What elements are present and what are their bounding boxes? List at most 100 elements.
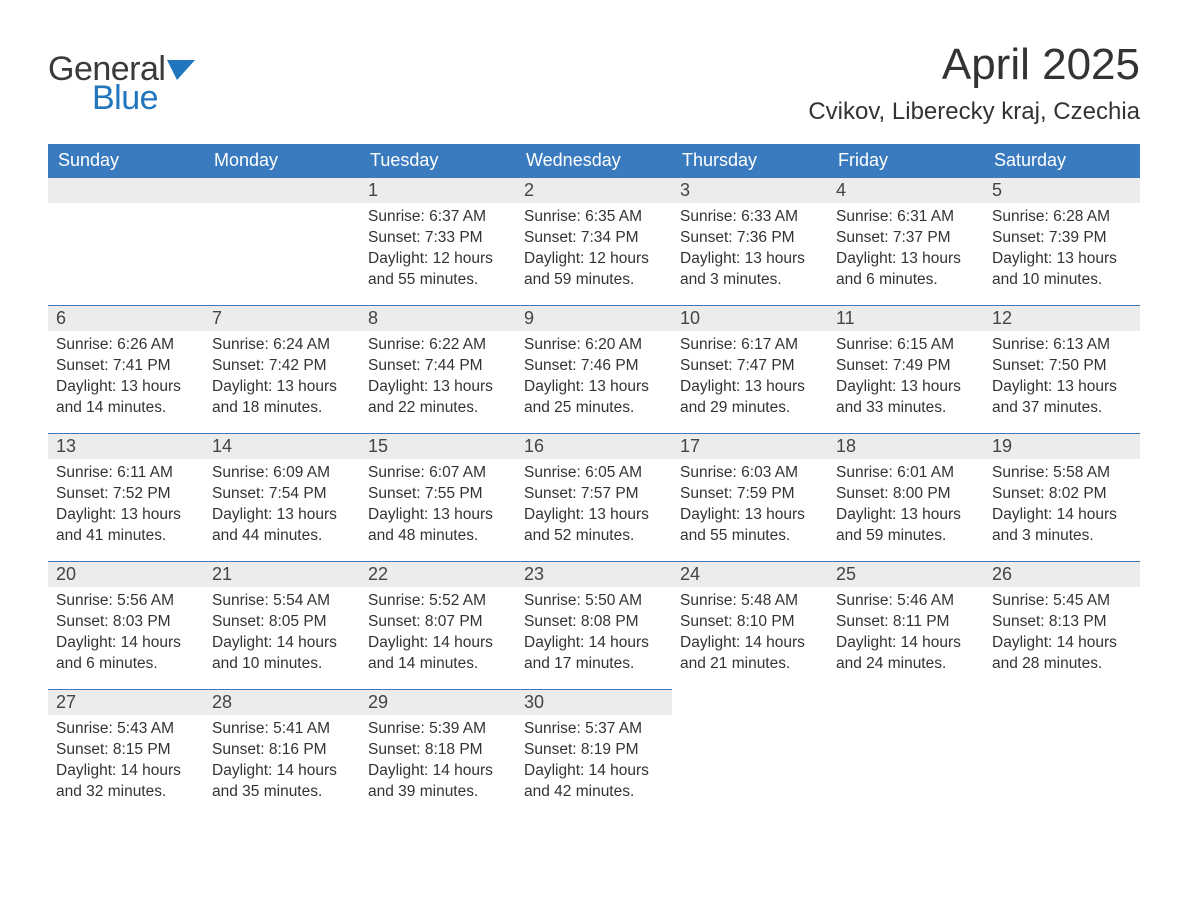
daylight-line: Daylight: 14 hours and 32 minutes. (56, 761, 196, 803)
sunrise-line: Sunrise: 6:09 AM (212, 463, 352, 484)
day-content: Sunrise: 5:37 AMSunset: 8:19 PMDaylight:… (516, 715, 672, 809)
daylight-line: Daylight: 13 hours and 41 minutes. (56, 505, 196, 547)
calendar-body: 1Sunrise: 6:37 AMSunset: 7:33 PMDaylight… (48, 177, 1140, 817)
day-content: Sunrise: 6:24 AMSunset: 7:42 PMDaylight:… (204, 331, 360, 425)
sunrise-line: Sunrise: 5:45 AM (992, 591, 1132, 612)
day-number: 4 (828, 177, 984, 203)
calendar-cell: 11Sunrise: 6:15 AMSunset: 7:49 PMDayligh… (828, 305, 984, 433)
day-number: 19 (984, 433, 1140, 459)
sunset-line: Sunset: 8:16 PM (212, 740, 352, 761)
sunrise-line: Sunrise: 6:35 AM (524, 207, 664, 228)
calendar-cell: 5Sunrise: 6:28 AMSunset: 7:39 PMDaylight… (984, 177, 1140, 305)
daylight-line: Daylight: 14 hours and 6 minutes. (56, 633, 196, 675)
day-number: 10 (672, 305, 828, 331)
sunrise-line: Sunrise: 6:37 AM (368, 207, 508, 228)
calendar-cell: 17Sunrise: 6:03 AMSunset: 7:59 PMDayligh… (672, 433, 828, 561)
calendar-cell: 8Sunrise: 6:22 AMSunset: 7:44 PMDaylight… (360, 305, 516, 433)
weekday-header: Friday (828, 144, 984, 177)
location-subtitle: Cvikov, Liberecky kraj, Czechia (808, 98, 1140, 126)
calendar-cell (672, 689, 828, 817)
day-number: 11 (828, 305, 984, 331)
day-number: 8 (360, 305, 516, 331)
sunset-line: Sunset: 7:34 PM (524, 228, 664, 249)
sunrise-line: Sunrise: 6:07 AM (368, 463, 508, 484)
calendar-cell: 29Sunrise: 5:39 AMSunset: 8:18 PMDayligh… (360, 689, 516, 817)
calendar-cell: 15Sunrise: 6:07 AMSunset: 7:55 PMDayligh… (360, 433, 516, 561)
calendar-table: SundayMondayTuesdayWednesdayThursdayFrid… (48, 144, 1140, 817)
sunrise-line: Sunrise: 5:46 AM (836, 591, 976, 612)
day-number: 22 (360, 561, 516, 587)
calendar-cell: 4Sunrise: 6:31 AMSunset: 7:37 PMDaylight… (828, 177, 984, 305)
daylight-line: Daylight: 14 hours and 28 minutes. (992, 633, 1132, 675)
day-content: Sunrise: 6:35 AMSunset: 7:34 PMDaylight:… (516, 203, 672, 297)
calendar-cell: 2Sunrise: 6:35 AMSunset: 7:34 PMDaylight… (516, 177, 672, 305)
day-content: Sunrise: 6:09 AMSunset: 7:54 PMDaylight:… (204, 459, 360, 553)
day-number: 25 (828, 561, 984, 587)
sunrise-line: Sunrise: 6:20 AM (524, 335, 664, 356)
sunrise-line: Sunrise: 5:58 AM (992, 463, 1132, 484)
sunrise-line: Sunrise: 5:48 AM (680, 591, 820, 612)
calendar-cell: 30Sunrise: 5:37 AMSunset: 8:19 PMDayligh… (516, 689, 672, 817)
day-content: Sunrise: 6:11 AMSunset: 7:52 PMDaylight:… (48, 459, 204, 553)
sunset-line: Sunset: 8:05 PM (212, 612, 352, 633)
sunset-line: Sunset: 8:15 PM (56, 740, 196, 761)
daylight-line: Daylight: 13 hours and 29 minutes. (680, 377, 820, 419)
sunset-line: Sunset: 7:59 PM (680, 484, 820, 505)
daylight-line: Daylight: 14 hours and 21 minutes. (680, 633, 820, 675)
day-number: 13 (48, 433, 204, 459)
sunrise-line: Sunrise: 5:39 AM (368, 719, 508, 740)
day-number: 6 (48, 305, 204, 331)
day-number: 17 (672, 433, 828, 459)
calendar-cell: 22Sunrise: 5:52 AMSunset: 8:07 PMDayligh… (360, 561, 516, 689)
calendar-cell: 27Sunrise: 5:43 AMSunset: 8:15 PMDayligh… (48, 689, 204, 817)
daylight-line: Daylight: 13 hours and 59 minutes. (836, 505, 976, 547)
day-content: Sunrise: 5:50 AMSunset: 8:08 PMDaylight:… (516, 587, 672, 681)
calendar-cell: 12Sunrise: 6:13 AMSunset: 7:50 PMDayligh… (984, 305, 1140, 433)
daylight-line: Daylight: 13 hours and 22 minutes. (368, 377, 508, 419)
day-content: Sunrise: 6:03 AMSunset: 7:59 PMDaylight:… (672, 459, 828, 553)
daylight-line: Daylight: 13 hours and 18 minutes. (212, 377, 352, 419)
sunrise-line: Sunrise: 6:24 AM (212, 335, 352, 356)
sunset-line: Sunset: 8:07 PM (368, 612, 508, 633)
sunset-line: Sunset: 7:52 PM (56, 484, 196, 505)
sunset-line: Sunset: 7:57 PM (524, 484, 664, 505)
day-number: 3 (672, 177, 828, 203)
calendar-cell (984, 689, 1140, 817)
day-content: Sunrise: 6:17 AMSunset: 7:47 PMDaylight:… (672, 331, 828, 425)
sunset-line: Sunset: 7:41 PM (56, 356, 196, 377)
sunset-line: Sunset: 8:02 PM (992, 484, 1132, 505)
sunset-line: Sunset: 7:33 PM (368, 228, 508, 249)
day-number: 2 (516, 177, 672, 203)
calendar-cell: 13Sunrise: 6:11 AMSunset: 7:52 PMDayligh… (48, 433, 204, 561)
day-number: 21 (204, 561, 360, 587)
calendar-cell: 19Sunrise: 5:58 AMSunset: 8:02 PMDayligh… (984, 433, 1140, 561)
sunset-line: Sunset: 8:03 PM (56, 612, 196, 633)
calendar-cell: 21Sunrise: 5:54 AMSunset: 8:05 PMDayligh… (204, 561, 360, 689)
daylight-line: Daylight: 13 hours and 10 minutes. (992, 249, 1132, 291)
day-content: Sunrise: 5:43 AMSunset: 8:15 PMDaylight:… (48, 715, 204, 809)
calendar-cell: 1Sunrise: 6:37 AMSunset: 7:33 PMDaylight… (360, 177, 516, 305)
daylight-line: Daylight: 12 hours and 59 minutes. (524, 249, 664, 291)
day-number: 30 (516, 689, 672, 715)
flag-icon (167, 58, 199, 87)
header: General Blue April 2025 Cvikov, Libereck… (48, 40, 1140, 140)
sunset-line: Sunset: 7:47 PM (680, 356, 820, 377)
day-number: 5 (984, 177, 1140, 203)
calendar-cell: 9Sunrise: 6:20 AMSunset: 7:46 PMDaylight… (516, 305, 672, 433)
sunrise-line: Sunrise: 6:28 AM (992, 207, 1132, 228)
day-content: Sunrise: 6:31 AMSunset: 7:37 PMDaylight:… (828, 203, 984, 297)
daylight-line: Daylight: 13 hours and 3 minutes. (680, 249, 820, 291)
calendar-cell: 16Sunrise: 6:05 AMSunset: 7:57 PMDayligh… (516, 433, 672, 561)
day-content: Sunrise: 6:13 AMSunset: 7:50 PMDaylight:… (984, 331, 1140, 425)
sunset-line: Sunset: 8:11 PM (836, 612, 976, 633)
sunset-line: Sunset: 7:49 PM (836, 356, 976, 377)
sunrise-line: Sunrise: 6:13 AM (992, 335, 1132, 356)
daylight-line: Daylight: 14 hours and 42 minutes. (524, 761, 664, 803)
calendar-cell: 23Sunrise: 5:50 AMSunset: 8:08 PMDayligh… (516, 561, 672, 689)
sunrise-line: Sunrise: 6:15 AM (836, 335, 976, 356)
calendar-cell: 3Sunrise: 6:33 AMSunset: 7:36 PMDaylight… (672, 177, 828, 305)
calendar-cell: 28Sunrise: 5:41 AMSunset: 8:16 PMDayligh… (204, 689, 360, 817)
day-content: Sunrise: 6:28 AMSunset: 7:39 PMDaylight:… (984, 203, 1140, 297)
daylight-line: Daylight: 14 hours and 10 minutes. (212, 633, 352, 675)
calendar-cell (48, 177, 204, 305)
